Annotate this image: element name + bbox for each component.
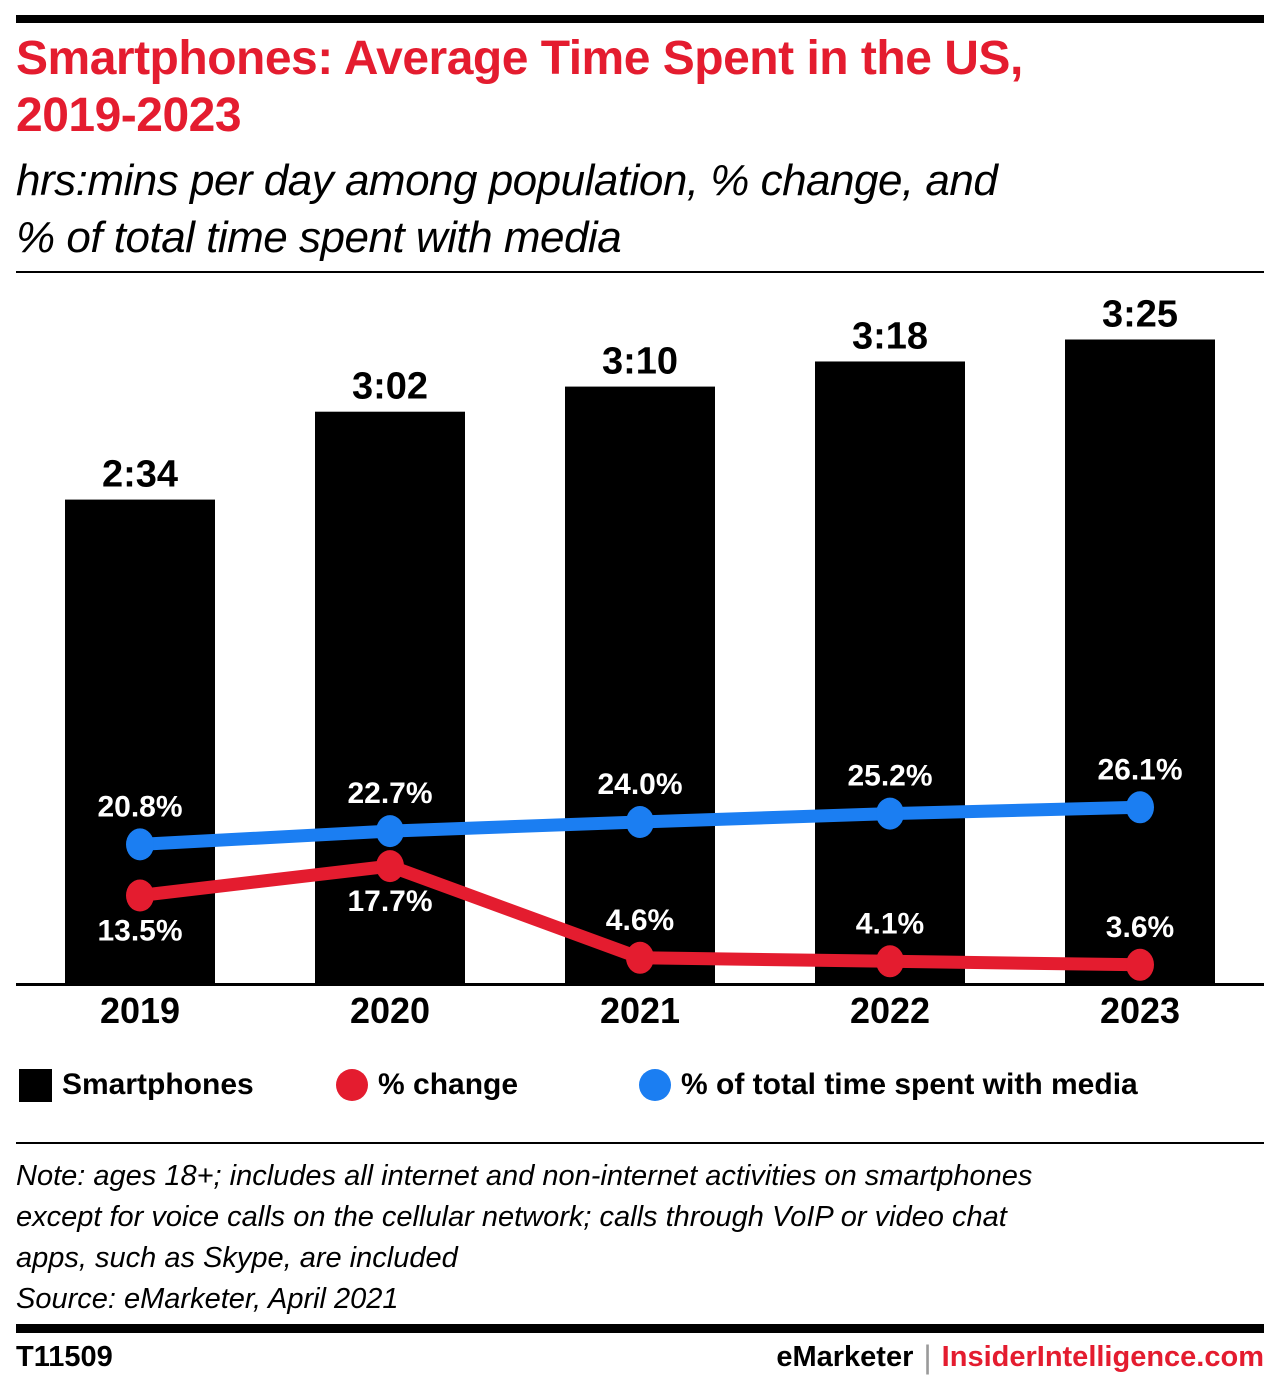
bar-value-label-2023: 3:25 [1102,294,1178,336]
smartphones-swatch-icon [19,1068,52,1102]
point-label-pct-of-media-2019: 20.8% [97,790,182,823]
note-line3: apps, such as Skype, are included [16,1242,458,1274]
legend-label-pct-change: % change [378,1068,519,1101]
dot-pct-change-2019 [126,879,154,912]
dot-pct-change-2020 [376,850,404,883]
pct-change-swatch-icon [336,1069,368,1101]
footer-brand: eMarketer | InsiderIntelligence.com [776,1339,1264,1376]
brand-separator: | [923,1338,932,1375]
x-tick-label-2022: 2022 [850,990,930,1031]
point-label-pct-change-2020: 17.7% [347,885,432,918]
point-label-pct-change-2019: 13.5% [97,915,182,948]
brand-emarketer: eMarketer [776,1340,914,1373]
point-label-pct-of-media-2022: 25.2% [847,760,932,793]
page-subtitle-line1: hrs:mins per day among population, % cha… [16,156,998,205]
chart-legend: Smartphones % change % of total time spe… [0,1060,1280,1110]
point-label-pct-of-media-2021: 24.0% [597,768,682,801]
page-title-line1: Smartphones: Average Time Spent in the U… [16,32,1023,85]
point-label-pct-of-media-2020: 22.7% [347,777,432,810]
dot-pct-of-media-2021 [626,806,654,838]
x-axis [16,983,1264,986]
brand-site-link: InsiderIntelligence.com [941,1340,1264,1373]
dot-pct-change-2023 [1126,948,1154,981]
bar-2021 [565,386,715,984]
x-tick-label-2023: 2023 [1100,990,1180,1031]
x-tick-label-2021: 2021 [600,990,680,1031]
note-line1: Note: ages 18+; includes all internet an… [16,1160,1033,1192]
legend-label-smartphones: Smartphones [62,1068,254,1101]
point-label-pct-of-media-2023: 26.1% [1097,753,1182,786]
dot-pct-of-media-2019 [126,828,154,861]
bottom-rule [16,1324,1264,1333]
x-tick-label-2020: 2020 [350,990,430,1031]
footer: T11509 eMarketer | InsiderIntelligence.c… [16,1339,1264,1376]
pct-of-media-swatch-icon [639,1069,671,1101]
dot-pct-of-media-2020 [376,815,404,848]
page-subtitle: hrs:mins per day among population, % cha… [16,152,1264,266]
header-divider [16,271,1264,273]
footer-chart-id: T11509 [16,1340,113,1373]
point-label-pct-change-2022: 4.1% [856,907,924,940]
point-label-pct-change-2021: 4.6% [606,904,674,937]
note-divider [16,1142,1264,1144]
legend-item-smartphones: Smartphones [19,1060,254,1110]
source-line: Source: eMarketer, April 2021 [16,1283,399,1315]
page-title: Smartphones: Average Time Spent in the U… [16,30,1264,144]
point-label-pct-change-2023: 3.6% [1106,911,1174,944]
dot-pct-of-media-2023 [1126,791,1154,824]
legend-item-pct-of-media: % of total time spent with media [639,1060,1138,1110]
top-rule [16,15,1264,23]
note-line2: except for voice calls on the cellular n… [16,1201,1007,1233]
bar-value-label-2022: 3:18 [852,315,928,357]
page-title-line2: 2019-2023 [16,89,242,142]
bar-value-label-2019: 2:34 [102,454,178,496]
note-text: Note: ages 18+; includes all internet an… [16,1156,1264,1320]
legend-item-pct-change: % change [336,1060,518,1110]
page-subtitle-line2: % of total time spent with media [16,213,622,262]
bar-2022 [815,361,965,983]
chart: 2:34 3:02 3:10 3:18 3:25 2019 2020 2021 2022 2023… [16,294,1264,1031]
dot-pct-change-2022 [876,945,904,978]
legend-label-pct-of-media: % of total time spent with media [681,1068,1138,1101]
dot-pct-of-media-2022 [876,797,904,830]
bar-2023 [1065,339,1215,983]
bar-value-label-2020: 3:02 [352,366,428,408]
bar-value-label-2021: 3:10 [602,341,678,383]
x-tick-label-2019: 2019 [100,990,180,1031]
dot-pct-change-2021 [626,941,654,974]
